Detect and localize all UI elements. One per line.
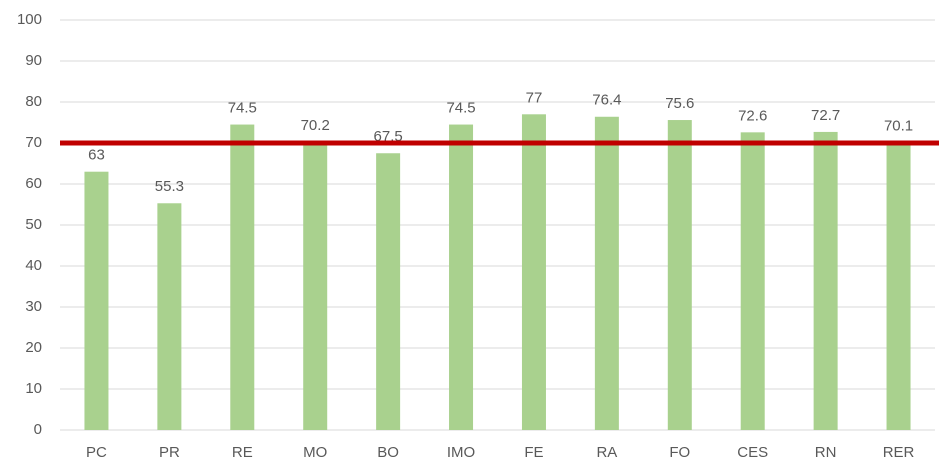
data-label: 72.7 (811, 107, 840, 124)
y-tick-label: 90 (25, 52, 42, 69)
data-label: 76.4 (592, 92, 621, 109)
x-tick-label: RE (232, 444, 253, 461)
x-tick-label: MO (303, 444, 327, 461)
y-tick-label: 50 (25, 216, 42, 233)
x-tick-label: BO (377, 444, 399, 461)
x-tick-label: RA (596, 444, 617, 461)
data-label: 63 (88, 147, 105, 164)
x-tick-label: PC (86, 444, 107, 461)
x-tick-label: CES (737, 444, 768, 461)
y-tick-label: 70 (25, 134, 42, 151)
data-label: 70.2 (301, 117, 330, 134)
data-label: 74.5 (446, 100, 475, 117)
data-label: 55.3 (155, 178, 184, 195)
y-tick-label: 10 (25, 380, 42, 397)
bar (303, 142, 328, 430)
y-tick-label: 100 (17, 11, 42, 28)
y-tick-label: 40 (25, 257, 42, 274)
bar (667, 120, 692, 430)
bar (230, 124, 255, 431)
bar (594, 116, 619, 430)
x-tick-label: RER (883, 444, 915, 461)
bar (521, 114, 546, 431)
data-label: 75.6 (665, 95, 694, 112)
bar (813, 131, 838, 430)
x-tick-label: IMO (447, 444, 475, 461)
x-tick-label: FO (669, 444, 690, 461)
data-label: 70.1 (884, 118, 913, 135)
y-tick-label: 0 (34, 421, 42, 438)
x-tick-label: PR (159, 444, 180, 461)
x-tick-label: RN (815, 444, 837, 461)
y-tick-label: 80 (25, 93, 42, 110)
bar (740, 132, 765, 430)
bar (157, 203, 182, 430)
x-tick-label: FE (524, 444, 543, 461)
y-tick-label: 30 (25, 298, 42, 315)
bar (886, 142, 911, 430)
y-tick-label: 20 (25, 339, 42, 356)
y-tick-label: 60 (25, 175, 42, 192)
bar (449, 124, 474, 431)
data-label: 74.5 (228, 100, 257, 117)
data-label: 72.6 (738, 107, 767, 124)
bar (84, 171, 109, 430)
data-label: 77 (526, 89, 543, 106)
bar (376, 153, 401, 430)
